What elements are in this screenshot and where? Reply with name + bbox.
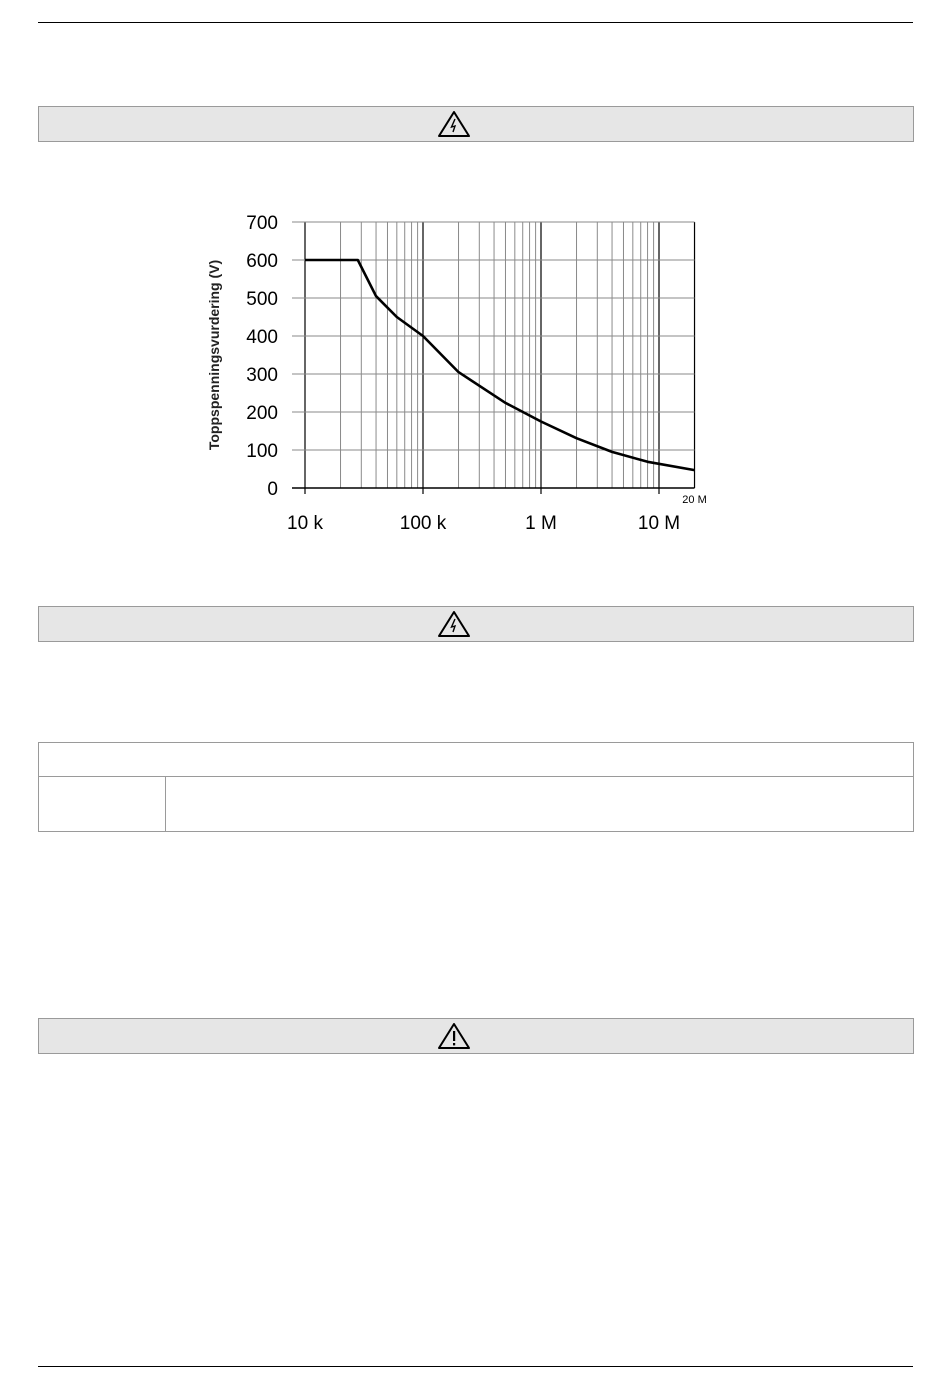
y-tick-label: 400: [246, 327, 278, 348]
x-tick-label: 10 k: [287, 513, 323, 534]
y-tick-label: 700: [246, 213, 278, 234]
x-tick-label: 100 k: [400, 513, 447, 534]
y-tick-label: 500: [246, 289, 278, 310]
y-tick-label: 200: [246, 403, 278, 424]
electric-hazard-icon: [438, 111, 470, 137]
general-warning-icon: [438, 1023, 470, 1049]
table-divider: [165, 776, 166, 831]
y-tick-label: 600: [246, 251, 278, 272]
warning-banner: [38, 106, 914, 142]
x-tick-label: 10 M: [638, 513, 680, 534]
footer-rule: [38, 1366, 913, 1367]
header-rule: [38, 22, 913, 23]
warning-banner: [38, 606, 914, 642]
info-table: [38, 742, 914, 832]
voltage-derating-chart: 0 100 200 300 400 500 600 700 10 k 100 k 1 M 10 M20…: [206, 213, 707, 534]
warning-banner: [38, 1018, 914, 1054]
y-axis-label: Toppspenningsvurdering (V): [206, 260, 222, 450]
x-tick-label: 1 M: [525, 513, 557, 534]
x-end-label: 20 M: [682, 494, 706, 506]
y-tick-label: 100: [246, 441, 278, 462]
y-tick-label: 0: [267, 479, 278, 500]
electric-hazard-icon: [438, 611, 470, 637]
y-tick-label: 300: [246, 365, 278, 386]
derating-curve: [305, 258, 695, 472]
table-divider: [39, 776, 913, 777]
